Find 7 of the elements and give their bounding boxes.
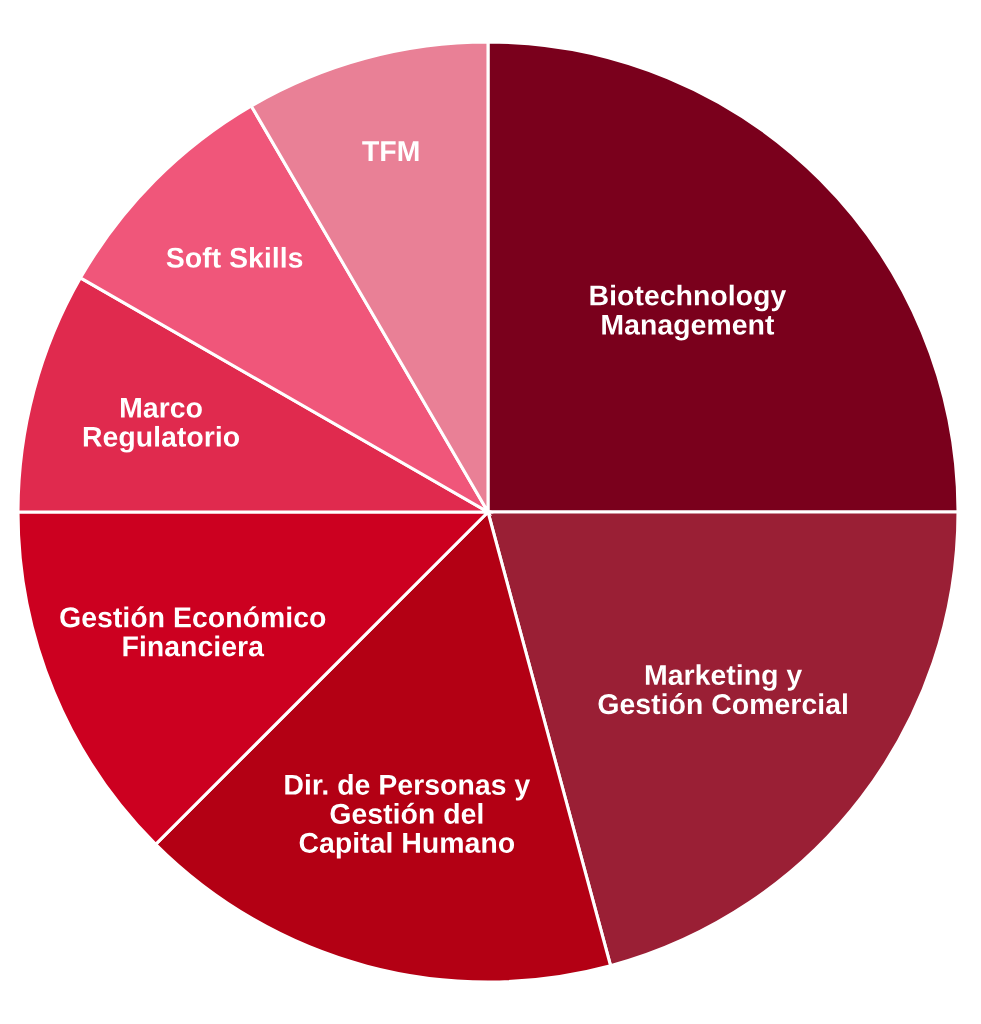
slice-label: Gestión Económico Financiera [60,606,326,657]
slice-label: Biotechnology Management [590,284,787,341]
slice-label: Soft Skills [166,246,303,268]
slice-label: Marketing y Gestión Comercial [598,664,847,715]
slice-label: TFM [362,141,419,161]
slice-label: Marco Regulatorio [83,397,240,453]
slice-label: Dir. de Personas y Gestión del Capital Humano [285,773,531,859]
